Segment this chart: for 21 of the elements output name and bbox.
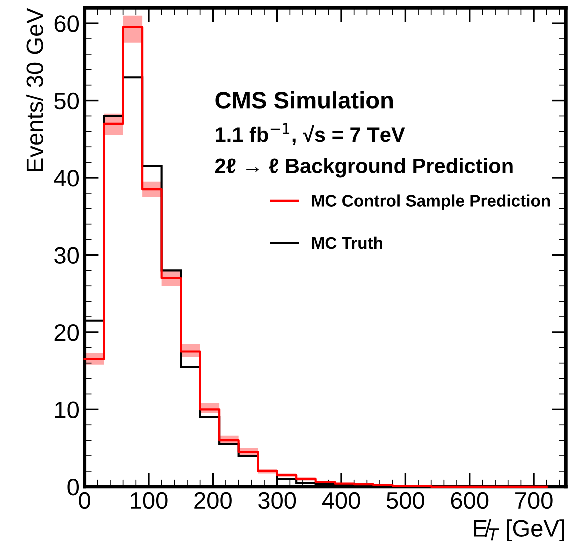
y-tick-label: 10 bbox=[55, 402, 80, 418]
y-tick-label: 30 bbox=[54, 247, 80, 264]
y-tick-label: 40 bbox=[54, 170, 80, 187]
x-tick-label: 500 bbox=[386, 492, 424, 510]
y-tick-label: 50 bbox=[54, 92, 80, 110]
legend-label: MC Truth bbox=[312, 236, 382, 250]
y-tick-label: 0 bbox=[68, 478, 80, 496]
x-tick-label: 300 bbox=[258, 492, 296, 510]
x-tick-label: 0 bbox=[79, 492, 90, 510]
annotation: CMS Simulation bbox=[216, 92, 394, 109]
x-tick-label: 400 bbox=[322, 492, 360, 510]
y-tick-label: 60 bbox=[54, 16, 80, 32]
annotation: 2ℓ → ℓ Background Prediction bbox=[215, 158, 513, 178]
legend-label: MC Control Sample Prediction bbox=[312, 194, 550, 210]
x-tick-label: 100 bbox=[131, 492, 168, 510]
x-tick-label: 700 bbox=[516, 492, 553, 510]
y-axis-title: Events/ 30 GeV bbox=[26, 8, 44, 172]
x-tick-label: 600 bbox=[451, 492, 489, 510]
annotation: 1.1 fb$^{−1}$, √s = 7 TeV bbox=[216, 123, 406, 146]
y-tick-label: 20 bbox=[54, 324, 80, 342]
x-tick-label: 200 bbox=[194, 492, 232, 510]
